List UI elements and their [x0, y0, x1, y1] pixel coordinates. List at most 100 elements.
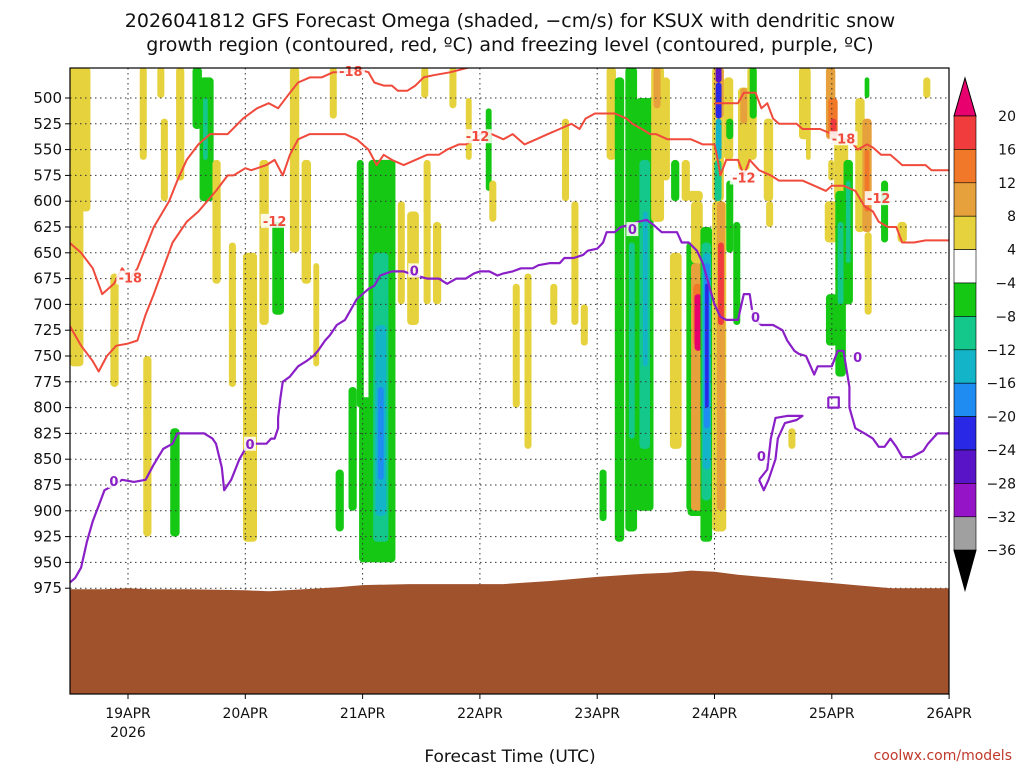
- omega-cell-23: [356, 159, 364, 408]
- colorbar-bin-8-12: [953, 182, 977, 217]
- omega-cell-39: [524, 273, 532, 449]
- omega-cell-101: [845, 180, 851, 264]
- x-tick-label-19APR: 19APR: [105, 706, 151, 722]
- omega-cell-2: [110, 273, 119, 387]
- surface-terrain: [70, 570, 949, 694]
- colorbar-tick-16: 16: [998, 142, 1016, 158]
- colorbar: 20 16 12 8 4 −4 −8 −12 −16 −20 −24 −28 −32 −36: [953, 76, 1016, 593]
- y-tick-label-525: 525: [33, 115, 62, 133]
- omega-cell-15: [259, 159, 269, 326]
- omega-cell-99: [837, 221, 844, 305]
- colorbar-bin--28--24: [953, 449, 977, 484]
- omega-cell-41: [562, 118, 570, 202]
- x-tick-sublabel-19APR: 2026: [110, 725, 146, 741]
- contour-label-4: -12: [732, 171, 756, 186]
- colorbar-bin--4-4: [953, 249, 977, 284]
- y-tick-label-850: 850: [33, 450, 62, 468]
- omega-cell-54: [661, 77, 670, 181]
- contour-label-bg-6: [864, 191, 893, 206]
- contour-label-7: 0: [109, 475, 118, 490]
- omega-cell-36: [485, 108, 492, 191]
- y-tick-label-650: 650: [33, 244, 62, 262]
- surface-terrain-fill: [70, 570, 949, 694]
- omega-cell-80: [726, 118, 734, 140]
- omega-cell-88: [766, 201, 774, 227]
- omega-cell-38: [512, 283, 520, 408]
- x-axis-label: Forecast Time (UTC): [424, 747, 595, 767]
- omega-cell-87: [763, 118, 774, 202]
- omega-cell-74: [715, 82, 722, 119]
- omega-cell-59: [687, 190, 703, 202]
- omega-cell-64: [694, 294, 702, 351]
- omega-cell-109: [864, 77, 870, 98]
- omega-cell-82: [733, 221, 741, 326]
- colorbar-tick-8: 8: [1007, 209, 1016, 225]
- contour-label-11: 0: [751, 311, 760, 326]
- dgz-contour-1: [70, 112, 949, 373]
- colorbar-bin--36--32: [953, 516, 977, 551]
- omega-cell-81: [726, 180, 734, 253]
- freezing-level-loop-1: [827, 396, 840, 409]
- y-tick-label-775: 775: [33, 373, 62, 391]
- y-tick-label-500: 500: [33, 89, 62, 107]
- x-tick-label-20APR: 20APR: [223, 706, 269, 722]
- omega-cell-0: [70, 68, 84, 367]
- omega-cell-16: [272, 221, 285, 315]
- omega-cell-91: [805, 128, 811, 160]
- y-tick-label-750: 750: [33, 347, 62, 365]
- contour-label-9: 0: [410, 264, 419, 279]
- omega-cell-44: [599, 469, 607, 522]
- omega-cell-53: [653, 68, 661, 109]
- freezing-level-loop-0: [758, 414, 804, 492]
- colorbar-bin--32--28: [953, 483, 977, 518]
- y-tick-label-700: 700: [33, 295, 62, 313]
- credit-text: coolwx.com/models: [874, 748, 1012, 764]
- y-tick-label-925: 925: [33, 528, 62, 546]
- colorbar-tick--32: −32: [986, 510, 1016, 526]
- colorbar-bin-4-8: [953, 215, 977, 250]
- omega-cell-3: [139, 68, 147, 160]
- omega-cell-21: [335, 469, 344, 532]
- y-tick-label-725: 725: [33, 321, 62, 339]
- omega-cell-89: [788, 428, 796, 449]
- omega-cell-18: [301, 159, 311, 284]
- contour-label-3: -12: [263, 215, 287, 230]
- omega-cell-33: [432, 221, 442, 305]
- contour-label-8: 0: [245, 438, 254, 453]
- y-axis: 500 525 550 575 600 625 650 675 700 725 750 775 800 8…: [33, 89, 70, 597]
- omega-cell-110: [923, 77, 931, 98]
- colorbar-bin--8--4: [953, 282, 977, 317]
- contour-label-1: -12: [466, 130, 490, 145]
- contour-label-bg-2: [116, 270, 145, 285]
- x-tick-label-26APR: 26APR: [926, 706, 972, 722]
- omega-cell-35: [465, 98, 472, 160]
- chart-title-line2: growth region (contoured, red, ºC) and f…: [146, 34, 873, 56]
- contour-label-bg-1: [463, 129, 492, 144]
- contour-label-bg-5: [829, 131, 858, 146]
- colorbar-bin--16--12: [953, 349, 977, 384]
- omega-cell-19: [313, 263, 320, 367]
- contour-label-bg-12: [755, 449, 768, 464]
- omega-cell-90: [798, 68, 811, 140]
- colorbar-tick-12: 12: [998, 176, 1016, 192]
- contour-label-bg-4: [729, 170, 758, 185]
- omega-cell-79: [723, 77, 734, 160]
- y-tick-label-950: 950: [33, 553, 62, 571]
- omega-cell-6: [160, 118, 168, 202]
- contour-label-5: -18: [832, 132, 856, 147]
- colorbar-top-arrow: [953, 76, 977, 117]
- dgz-contour-2: [714, 91, 949, 172]
- x-tick-label-25APR: 25APR: [809, 706, 855, 722]
- omega-cell-40: [550, 283, 558, 326]
- omega-cell-69: [705, 283, 709, 408]
- omega-cell-12: [212, 159, 221, 284]
- y-tick-label-875: 875: [33, 476, 62, 494]
- contour-label-6: -12: [867, 192, 891, 207]
- colorbar-bin-12-16: [953, 149, 977, 184]
- omega-cell-96: [828, 159, 835, 181]
- colorbar-tick--8: −8: [995, 309, 1016, 325]
- y-tick-label-825: 825: [33, 424, 62, 442]
- colorbar-tick--28: −28: [986, 476, 1016, 492]
- omega-cell-102: [825, 294, 838, 346]
- y-tick-label-900: 900: [33, 502, 62, 520]
